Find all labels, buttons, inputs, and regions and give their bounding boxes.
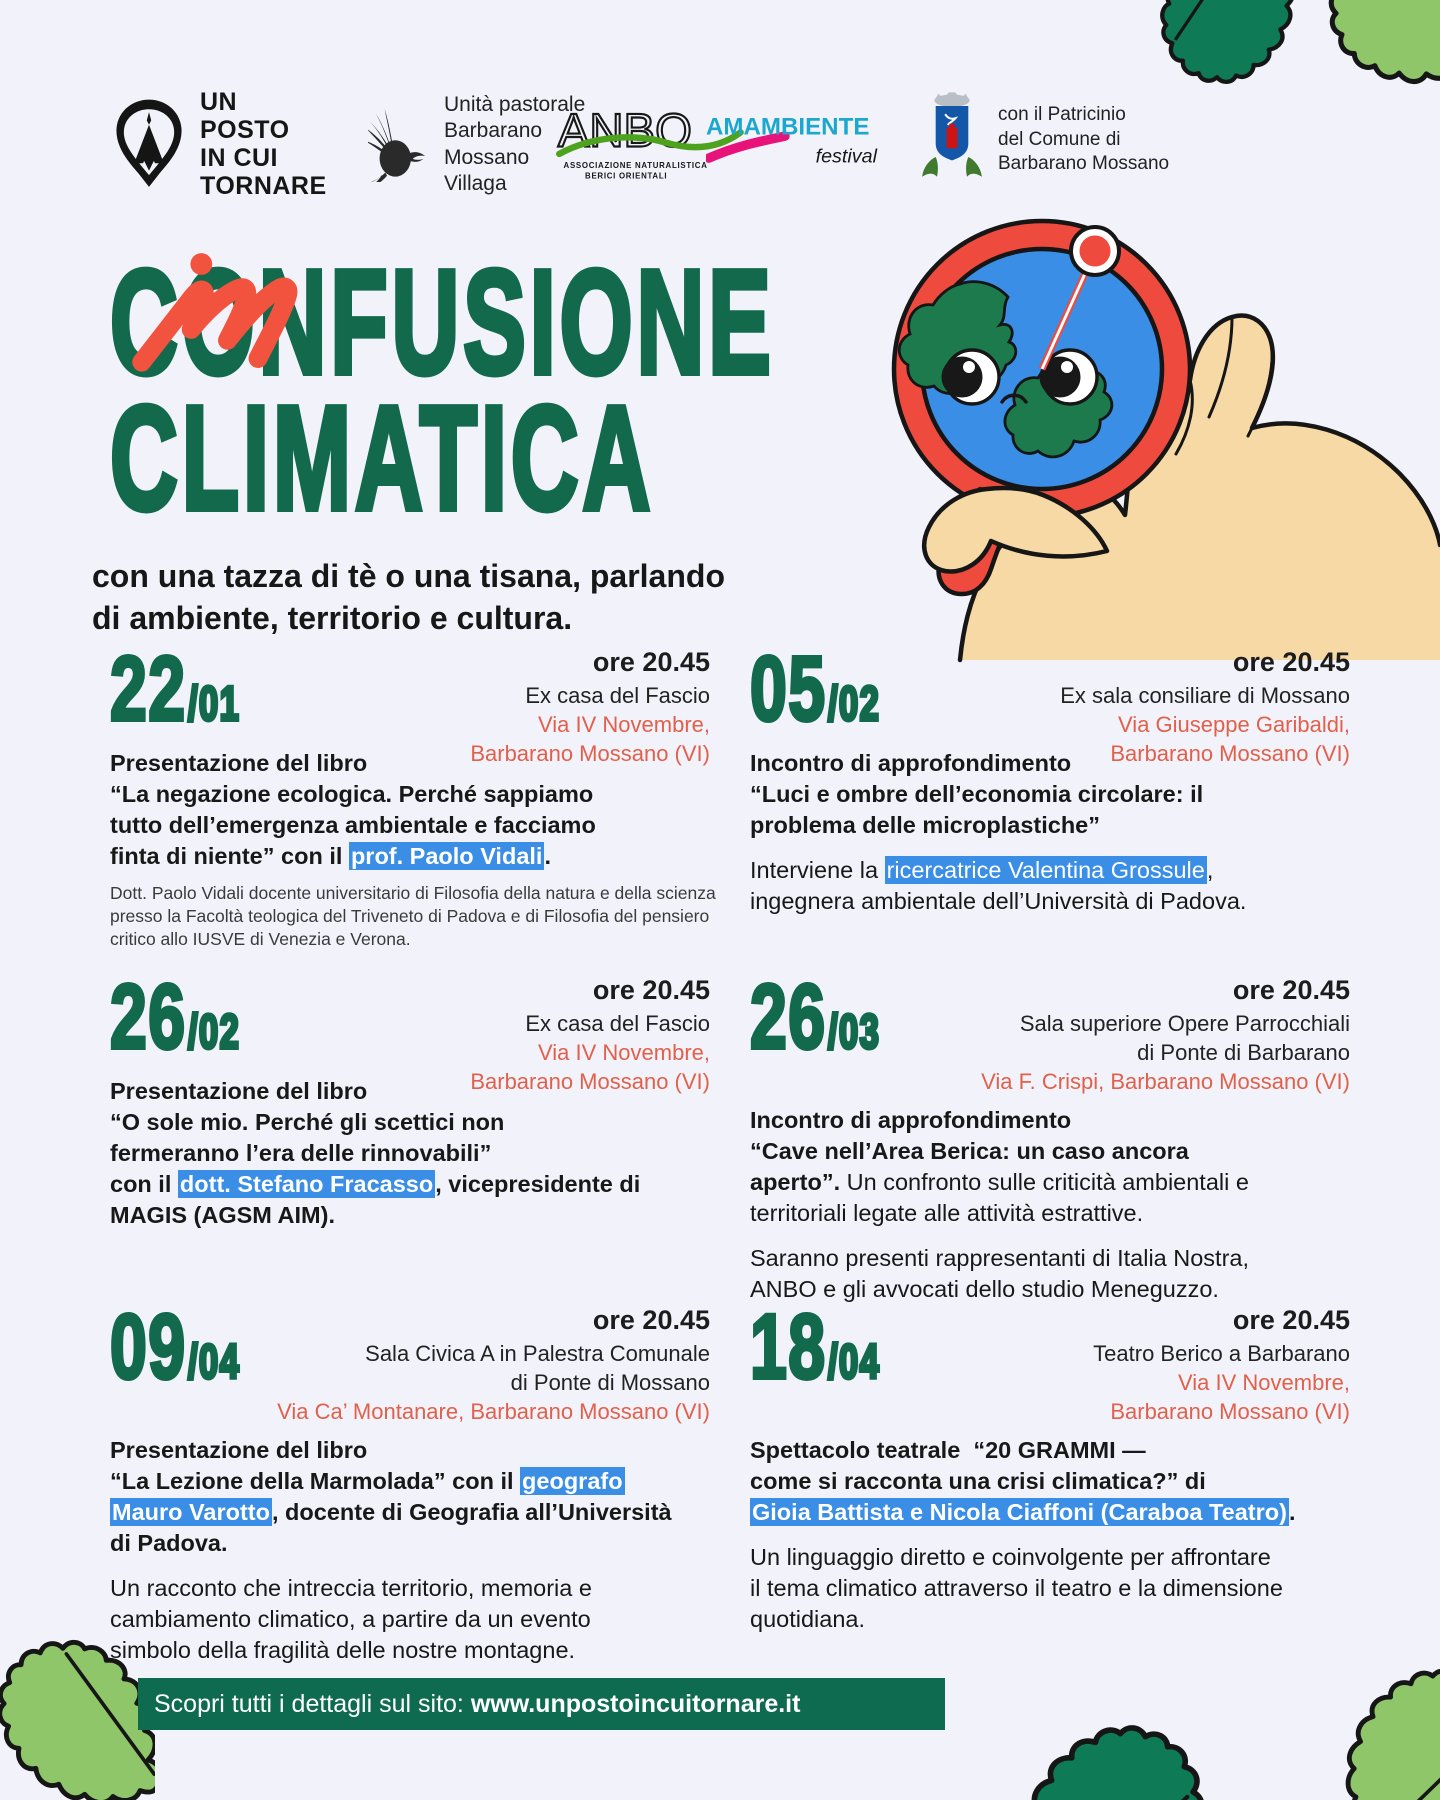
- svg-text:ASSOCIAZIONE NATURALISTICA: ASSOCIAZIONE NATURALISTICA: [564, 161, 708, 170]
- svg-text:ANBO: ANBO: [558, 105, 692, 158]
- svg-text:BERICI ORIENTALI: BERICI ORIENTALI: [585, 171, 667, 180]
- svg-text:festival: festival: [816, 145, 878, 167]
- svg-text:AMAMBIENTE: AMAMBIENTE: [706, 114, 869, 141]
